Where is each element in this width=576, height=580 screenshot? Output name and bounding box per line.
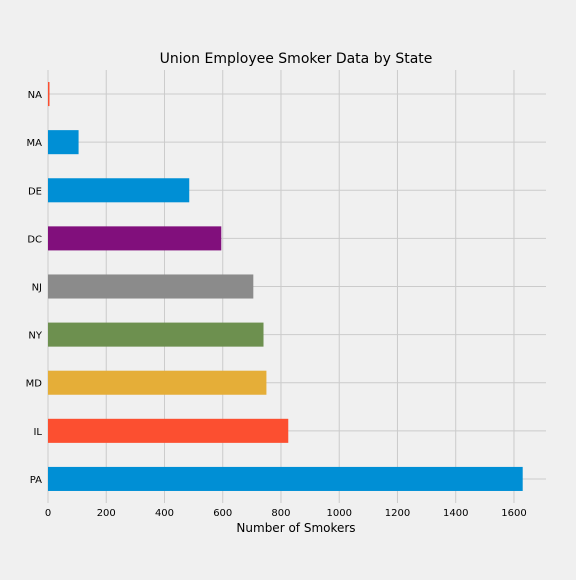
x-tick-label: 600	[213, 508, 232, 519]
chart-title: Union Employee Smoker Data by State	[160, 51, 433, 67]
x-tick-label: 1200	[385, 508, 410, 519]
y-tick-label: NJ	[32, 283, 42, 294]
x-tick-label: 400	[155, 508, 174, 519]
bar-md	[48, 370, 267, 395]
bar-nj	[48, 274, 254, 299]
tick-labels: 0 200 400 600 800 1000 1200 1400 1600 PA IL MD NY NJ D…	[26, 90, 527, 519]
y-tick-label: DE	[28, 186, 42, 197]
bar-ma	[48, 130, 79, 155]
y-tick-label: NY	[28, 331, 42, 342]
bar-il	[48, 418, 289, 443]
bar-pa	[48, 466, 523, 491]
y-tick-label: PA	[30, 475, 42, 486]
bar-de	[48, 178, 190, 203]
y-tick-label: IL	[33, 427, 42, 438]
bar-dc	[48, 226, 222, 251]
y-tick-label: DC	[27, 234, 42, 245]
x-tick-label: 1600	[501, 508, 526, 519]
x-tick-label: 200	[97, 508, 116, 519]
bars	[48, 82, 523, 491]
x-tick-label: 1400	[443, 508, 468, 519]
x-axis-label: Number of Smokers	[236, 521, 355, 535]
x-tick-label: 0	[45, 508, 51, 519]
bar-na	[48, 82, 50, 107]
bar-ny	[48, 322, 264, 347]
x-tick-label: 1000	[327, 508, 352, 519]
y-tick-label: NA	[28, 90, 42, 101]
x-tick-label: 800	[271, 508, 290, 519]
y-tick-label: MA	[27, 138, 43, 149]
y-tick-label: MD	[26, 379, 43, 390]
